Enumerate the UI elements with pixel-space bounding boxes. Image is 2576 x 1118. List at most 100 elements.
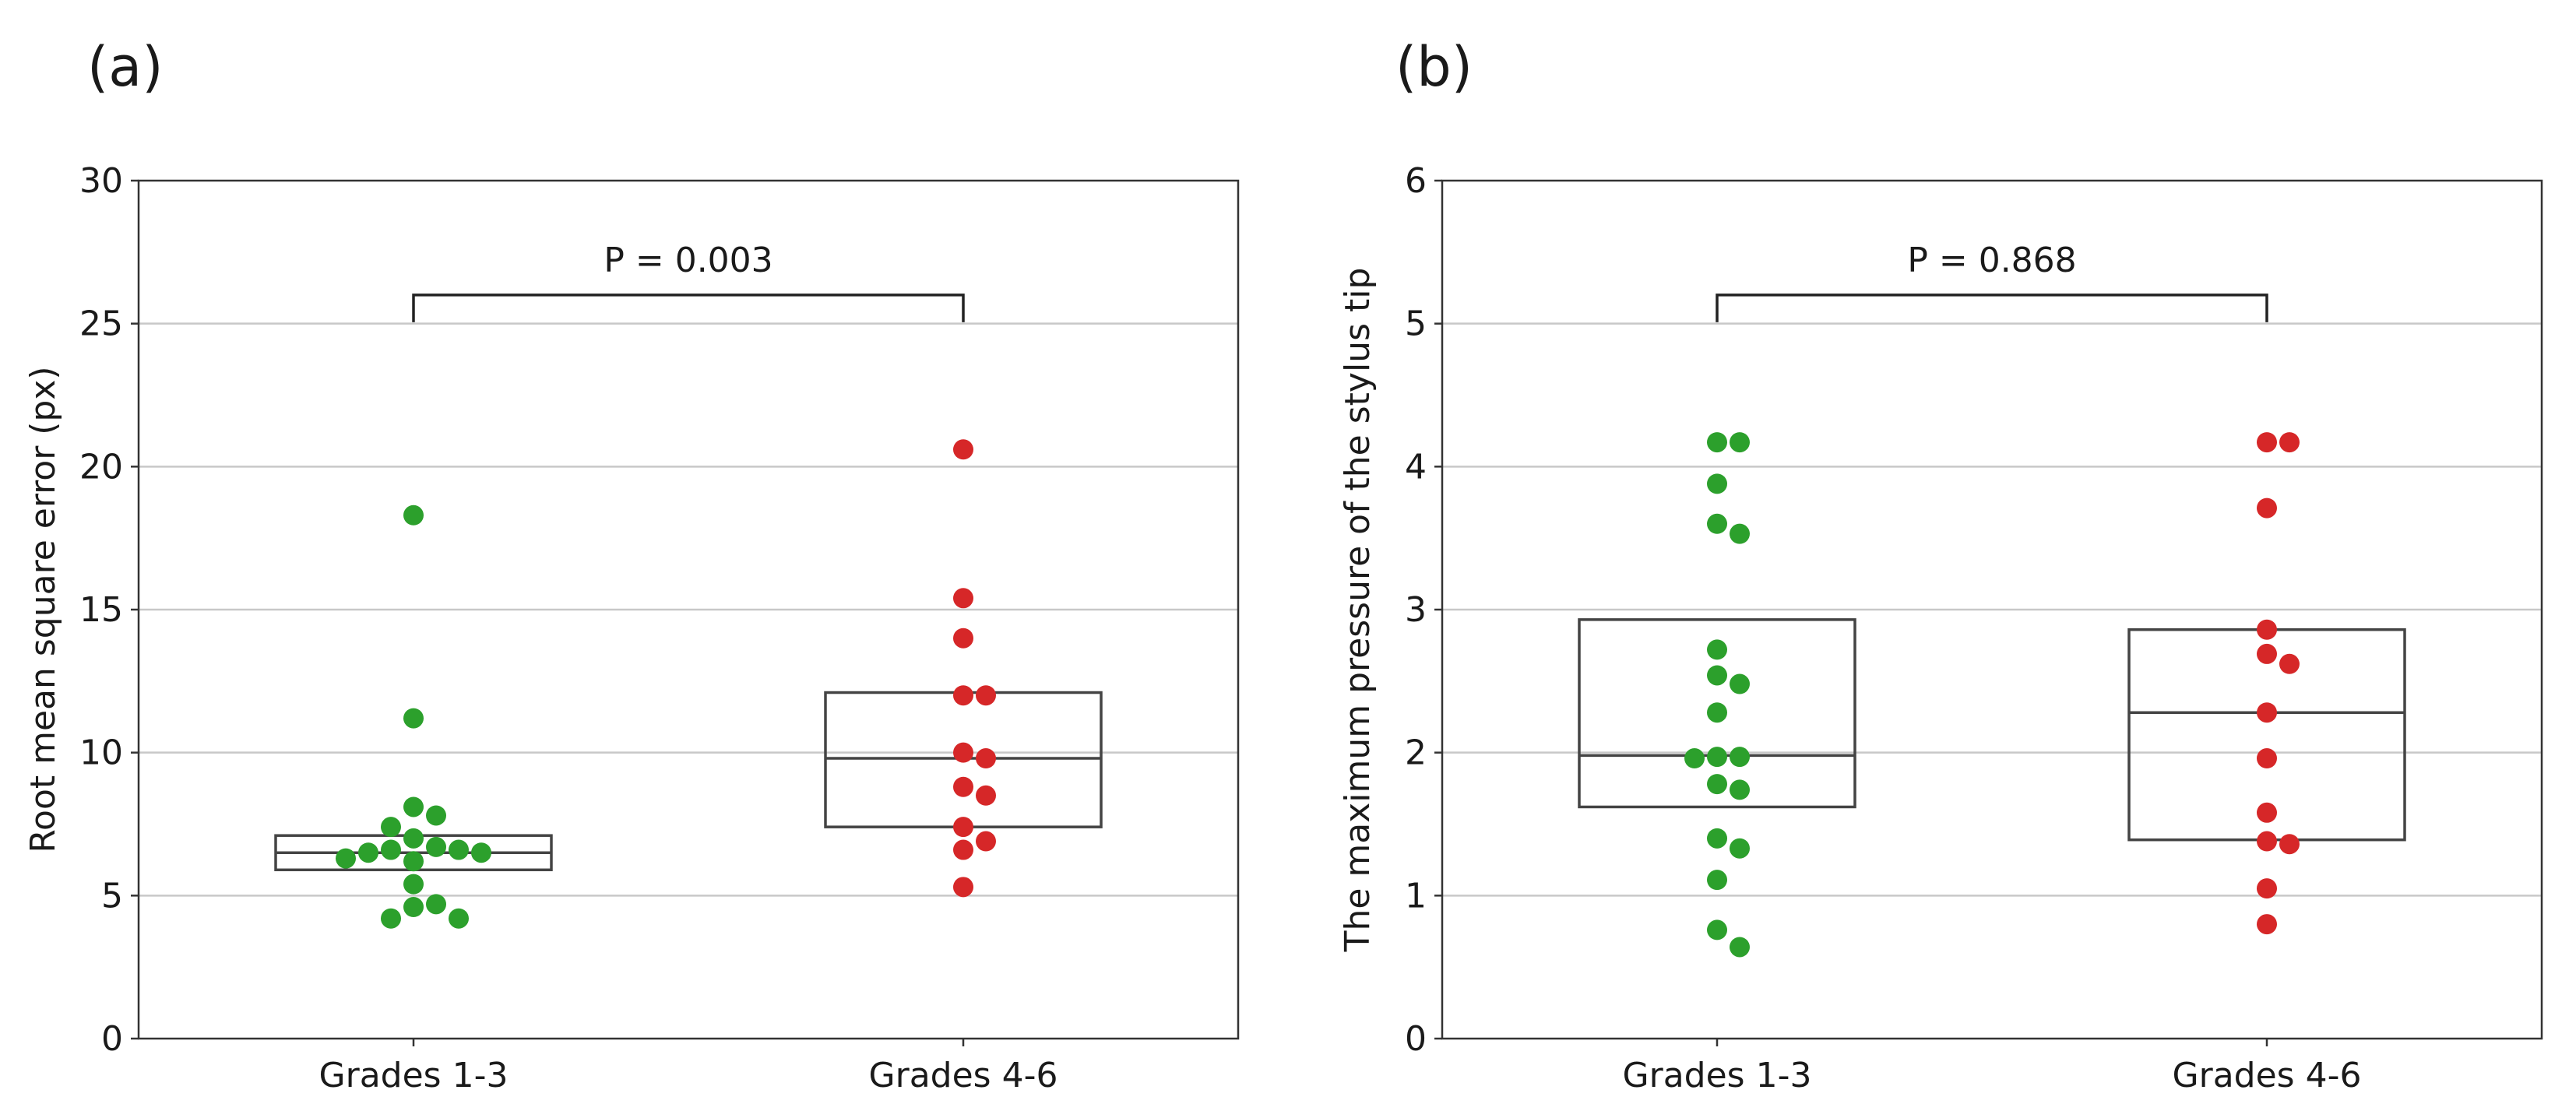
y-tick-label: 20 — [79, 447, 123, 487]
x-tick-label: Grades 1-3 — [1623, 1056, 1812, 1095]
panel-a-gridlines — [139, 322, 1238, 897]
data-point — [953, 439, 973, 460]
y-tick-label: 0 — [1405, 1019, 1427, 1059]
panel-b-points — [1684, 432, 2300, 958]
y-tick-label: 0 — [101, 1019, 123, 1059]
data-point — [2257, 432, 2277, 453]
panel-a-y-ticks: 0 5 10 15 20 25 30 — [79, 161, 139, 1059]
data-point — [953, 877, 973, 898]
data-point — [1707, 513, 1727, 534]
y-tick-label: 4 — [1405, 447, 1427, 487]
data-point — [1707, 774, 1727, 795]
y-tick-label: 30 — [79, 161, 123, 201]
data-point — [2279, 432, 2300, 453]
data-point — [976, 748, 996, 769]
y-tick-label: 15 — [79, 590, 123, 630]
panel-a-significance-bracket — [412, 294, 965, 322]
data-point — [1707, 870, 1727, 891]
panel-b-gridlines — [1442, 322, 2542, 897]
data-point — [426, 894, 446, 915]
y-tick-label: 5 — [101, 876, 123, 916]
data-point — [1707, 828, 1727, 849]
x-tick-label: Grades 1-3 — [319, 1056, 509, 1095]
data-point — [2257, 878, 2277, 899]
box-iqr — [1578, 618, 1856, 809]
data-point — [1707, 665, 1727, 686]
data-point — [1730, 673, 1750, 694]
data-point — [2257, 802, 2277, 823]
panel-b-y-axis-label: The maximum pressure of the stylus tip — [1338, 268, 1378, 953]
panel-a: (a) 0 5 10 15 20 25 30 Grades 1-3 Grades 4-6 Ro… — [23, 35, 1240, 1095]
data-point — [403, 897, 424, 918]
data-point — [1707, 432, 1727, 453]
data-point — [403, 851, 424, 872]
x-tick-label: Grades 4-6 — [2173, 1056, 2362, 1095]
panel-b-significance-bracket — [1716, 294, 2268, 322]
panel-b-x-ticks: Grades 1-3 Grades 4-6 — [1623, 1039, 2362, 1095]
data-point — [471, 842, 491, 863]
data-point — [336, 848, 356, 869]
data-point — [2279, 834, 2300, 855]
data-point — [976, 831, 996, 852]
data-point — [2257, 497, 2277, 519]
data-point — [1730, 523, 1750, 544]
data-point — [2279, 653, 2300, 674]
y-tick-label: 1 — [1405, 876, 1427, 916]
data-point — [449, 839, 469, 860]
data-point — [381, 908, 401, 929]
data-point — [953, 839, 973, 860]
panel-b-boxes — [1578, 618, 2406, 842]
panel-b-label: (b) — [1395, 35, 1473, 99]
panel-a-label: (a) — [87, 35, 164, 99]
data-point — [976, 685, 996, 706]
data-point — [1730, 432, 1750, 453]
data-point — [2257, 619, 2277, 640]
data-point — [953, 628, 973, 649]
data-point — [1730, 838, 1750, 859]
data-point — [1730, 747, 1750, 768]
data-point — [953, 817, 973, 838]
data-point — [1707, 473, 1727, 494]
data-point — [426, 805, 446, 826]
data-point — [358, 842, 378, 863]
data-point — [2257, 831, 2277, 852]
panel-a-p-value: P = 0.003 — [604, 241, 772, 280]
data-point — [953, 776, 973, 797]
data-point — [1707, 747, 1727, 768]
data-point — [2257, 702, 2277, 723]
data-point — [2257, 643, 2277, 664]
panel-a-x-ticks: Grades 1-3 Grades 4-6 — [319, 1039, 1057, 1095]
panel-b: (b) 0 1 2 3 4 5 6 Grades 1-3 Grades 4-6 The max… — [1338, 35, 2543, 1095]
data-point — [953, 685, 973, 706]
data-point — [1707, 702, 1727, 723]
data-point — [1684, 748, 1705, 769]
data-point — [403, 796, 424, 817]
data-point — [976, 785, 996, 806]
y-tick-label: 5 — [1405, 304, 1427, 344]
data-point — [403, 874, 424, 895]
data-point — [403, 828, 424, 849]
panel-a-points — [336, 439, 996, 929]
data-point — [953, 588, 973, 609]
data-point — [381, 817, 401, 838]
data-point — [426, 836, 446, 857]
y-tick-label: 10 — [79, 733, 123, 773]
data-point — [381, 839, 401, 860]
data-point — [1730, 779, 1750, 800]
data-point — [953, 742, 973, 763]
y-tick-label: 25 — [79, 304, 123, 344]
data-point — [1730, 937, 1750, 958]
panel-a-y-axis-label: Root mean square error (px) — [23, 366, 63, 853]
y-tick-label: 6 — [1405, 161, 1427, 201]
data-point — [1707, 919, 1727, 940]
data-point — [1707, 639, 1727, 660]
panel-b-p-value: P = 0.868 — [1907, 241, 2076, 280]
data-point — [449, 908, 469, 929]
data-point — [2257, 748, 2277, 769]
data-point — [403, 708, 424, 729]
y-tick-label: 3 — [1405, 590, 1427, 630]
data-point — [403, 505, 424, 526]
y-tick-label: 2 — [1405, 733, 1427, 773]
panel-b-y-ticks: 0 1 2 3 4 5 6 — [1405, 161, 1442, 1059]
